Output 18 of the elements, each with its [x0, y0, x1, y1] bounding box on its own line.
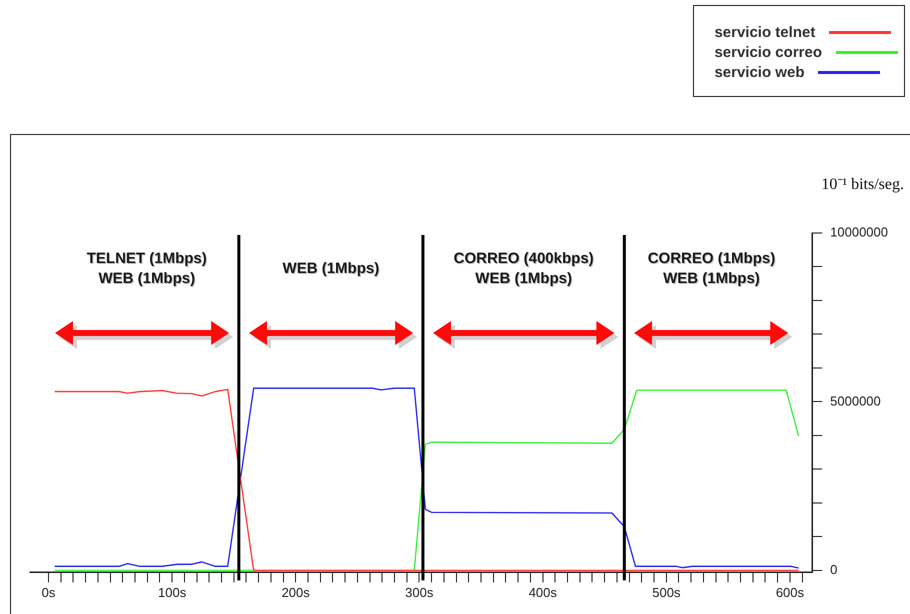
x-tick-label: 600s	[776, 584, 805, 600]
x-tick-label: 500s	[652, 584, 681, 600]
annotation: TELNET (1Mbps) WEB (1Mbps)	[86, 250, 207, 288]
x-tick-label: 300s	[405, 584, 434, 600]
y-tick-label: 0	[830, 562, 838, 577]
annotation: WEB (1Mbps)	[284, 261, 380, 278]
annotation: CORREO (400kbps) WEB (1Mbps)	[454, 250, 594, 288]
x-tick-label: 0s	[42, 584, 56, 600]
x-tick-label: 400s	[528, 584, 558, 600]
legend-label: servicio correo	[714, 44, 822, 60]
y-axis-title: 10⁻¹ bits/seg.	[821, 176, 904, 194]
legend-label: servicio web	[714, 64, 804, 80]
legend-label: servicio telnet	[714, 24, 816, 40]
annotation: CORREO (1Mbps) WEB (1Mbps)	[648, 250, 776, 288]
x-tick-label: 200s	[282, 584, 310, 600]
y-tick-label: 10000000	[830, 224, 888, 240]
x-tick-label: 100s	[158, 584, 187, 600]
y-tick-label: 5000000	[830, 393, 881, 408]
